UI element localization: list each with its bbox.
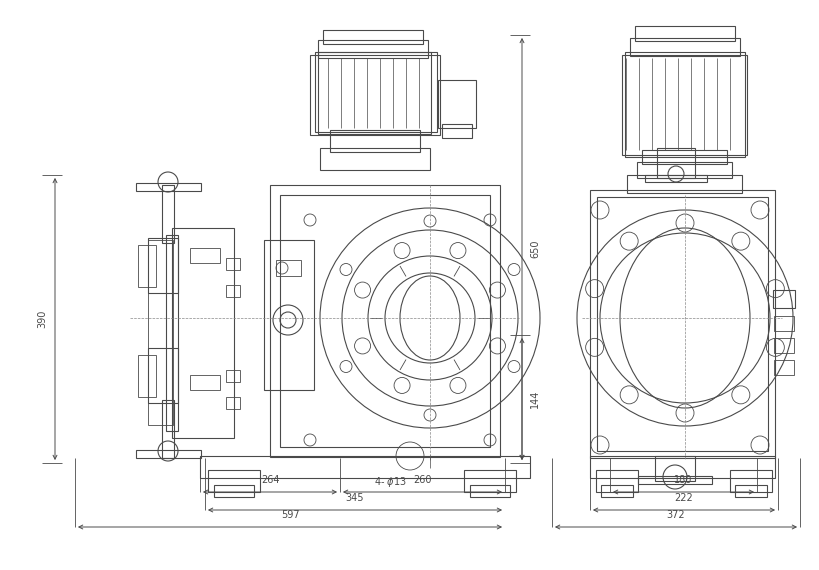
Bar bbox=[622, 55, 747, 155]
Bar bbox=[318, 40, 428, 58]
Bar bbox=[637, 162, 732, 178]
Bar bbox=[138, 355, 156, 397]
Bar bbox=[318, 52, 431, 134]
Text: 345: 345 bbox=[346, 493, 364, 503]
Bar bbox=[630, 38, 740, 56]
Bar bbox=[590, 456, 775, 478]
Bar bbox=[320, 148, 430, 170]
Bar bbox=[190, 375, 220, 390]
Bar bbox=[642, 150, 727, 164]
Bar bbox=[280, 195, 490, 447]
Bar bbox=[597, 197, 768, 451]
Bar bbox=[162, 185, 174, 243]
Bar bbox=[214, 485, 254, 497]
Text: 390: 390 bbox=[37, 310, 47, 328]
Bar bbox=[226, 397, 240, 409]
Bar bbox=[645, 175, 707, 182]
Bar bbox=[596, 470, 638, 492]
Bar bbox=[590, 190, 775, 458]
Bar bbox=[638, 476, 712, 484]
Bar bbox=[208, 470, 260, 492]
Bar bbox=[148, 348, 178, 403]
Bar bbox=[270, 185, 500, 457]
Bar bbox=[773, 290, 795, 308]
Bar bbox=[635, 26, 735, 41]
Bar bbox=[438, 80, 476, 128]
Bar bbox=[148, 240, 173, 425]
Bar bbox=[136, 450, 201, 458]
Bar bbox=[190, 248, 220, 263]
Bar bbox=[310, 55, 440, 135]
Bar bbox=[774, 338, 794, 353]
Bar bbox=[226, 285, 240, 297]
Text: 144: 144 bbox=[530, 390, 540, 408]
Bar bbox=[657, 148, 695, 178]
Bar bbox=[162, 400, 174, 458]
Bar bbox=[200, 456, 530, 478]
Bar bbox=[276, 260, 301, 276]
Bar bbox=[774, 360, 794, 375]
Text: 180: 180 bbox=[674, 475, 693, 485]
Bar bbox=[730, 470, 772, 492]
Bar bbox=[315, 52, 437, 132]
Bar bbox=[264, 240, 314, 390]
Bar bbox=[442, 124, 472, 138]
Text: 4- $\phi$13: 4- $\phi$13 bbox=[373, 475, 406, 489]
Bar bbox=[330, 130, 420, 152]
Text: 264: 264 bbox=[260, 475, 279, 485]
Bar bbox=[774, 316, 794, 331]
Text: 597: 597 bbox=[281, 510, 299, 520]
Text: 650: 650 bbox=[530, 240, 540, 258]
Bar bbox=[470, 485, 510, 497]
Bar bbox=[625, 52, 745, 157]
Text: 260: 260 bbox=[414, 475, 432, 485]
Bar bbox=[166, 235, 178, 431]
Bar bbox=[172, 228, 234, 438]
Bar bbox=[148, 238, 178, 293]
Text: 222: 222 bbox=[675, 493, 694, 503]
Bar bbox=[735, 485, 767, 497]
Text: 372: 372 bbox=[667, 510, 686, 520]
Bar bbox=[226, 370, 240, 382]
Bar bbox=[136, 183, 201, 191]
Bar bbox=[655, 456, 695, 481]
Bar bbox=[601, 485, 633, 497]
Bar bbox=[138, 245, 156, 287]
Bar bbox=[464, 470, 516, 492]
Bar bbox=[627, 175, 742, 193]
Bar bbox=[226, 258, 240, 270]
Bar bbox=[323, 30, 423, 44]
